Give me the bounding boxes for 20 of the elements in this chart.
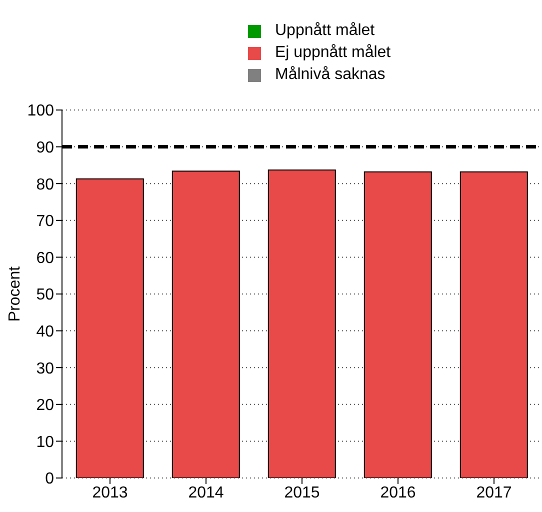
text: Ej uppnått målet — [275, 43, 391, 63]
y-tick-label: 20 — [36, 397, 54, 414]
x-tick-label: 2013 — [92, 484, 128, 502]
y-tick-label: 40 — [36, 323, 54, 340]
y-axis-title: Procent — [6, 266, 24, 322]
legend-label: Målnivå saknas — [275, 65, 386, 85]
y-tick-label: 50 — [36, 286, 54, 304]
y-tick-label: 70 — [36, 213, 54, 230]
x-tick-label: 2017 — [476, 484, 512, 502]
y-tick-label: 0 — [45, 470, 54, 488]
legend-label: Uppnått målet — [275, 21, 375, 41]
y-tick-label: 60 — [36, 250, 54, 267]
y-tick-label: 30 — [36, 360, 54, 378]
y-tick-label: 80 — [36, 176, 54, 194]
x-tick-label: 2016 — [380, 484, 416, 502]
y-tick-label: 100 — [27, 102, 54, 120]
y-tick-label: 10 — [36, 434, 54, 451]
x-tick-label: 2015 — [284, 484, 320, 502]
y-tick-label: 90 — [36, 139, 54, 156]
x-tick-label: 2014 — [188, 484, 224, 502]
